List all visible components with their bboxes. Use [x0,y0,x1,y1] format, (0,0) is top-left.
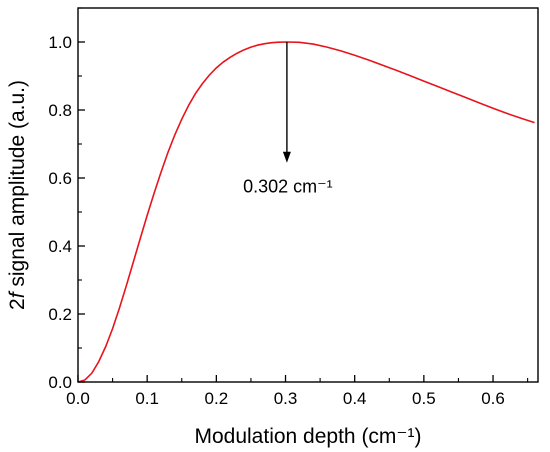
annotation-arrow-head [282,151,291,163]
x-axis-label: Modulation depth (cm⁻¹) [194,425,421,448]
y-tick-label: 0.2 [48,305,72,324]
y-tick-label: 0.0 [48,373,72,392]
plot-frame [77,7,539,383]
y-tick-label: 0.6 [48,169,72,188]
y-tick-label: 0.8 [48,101,72,120]
x-tick-label: 0.5 [412,389,436,408]
x-tick-label: 0.0 [66,389,90,408]
y-axis-label-rest: signal amplitude (a.u.) [6,80,29,292]
x-tick-label: 0.4 [343,389,367,408]
series-line [77,41,535,383]
x-tick-label: 0.1 [135,389,159,408]
y-tick-label: 1.0 [48,33,72,52]
y-axis-label-prefix: 2 [6,298,29,310]
tick-labels: 0.0 0.1 0.2 0.3 0.4 0.5 0.6 0.0 0.2 0.4 0.6 0.8 1.0 [48,33,504,408]
x-tick-label: 0.2 [205,389,229,408]
x-tick-label: 0.3 [274,389,298,408]
y-axis-label: 2f signal amplitude (a.u.) [6,80,29,310]
x-tick-label: 0.6 [481,389,505,408]
y-axis-label-italic: f [6,290,29,298]
peak-annotation: 0.302 cm⁻¹ [243,42,333,197]
y-tick-label: 0.4 [48,237,72,256]
annotation-label: 0.302 cm⁻¹ [243,177,333,197]
